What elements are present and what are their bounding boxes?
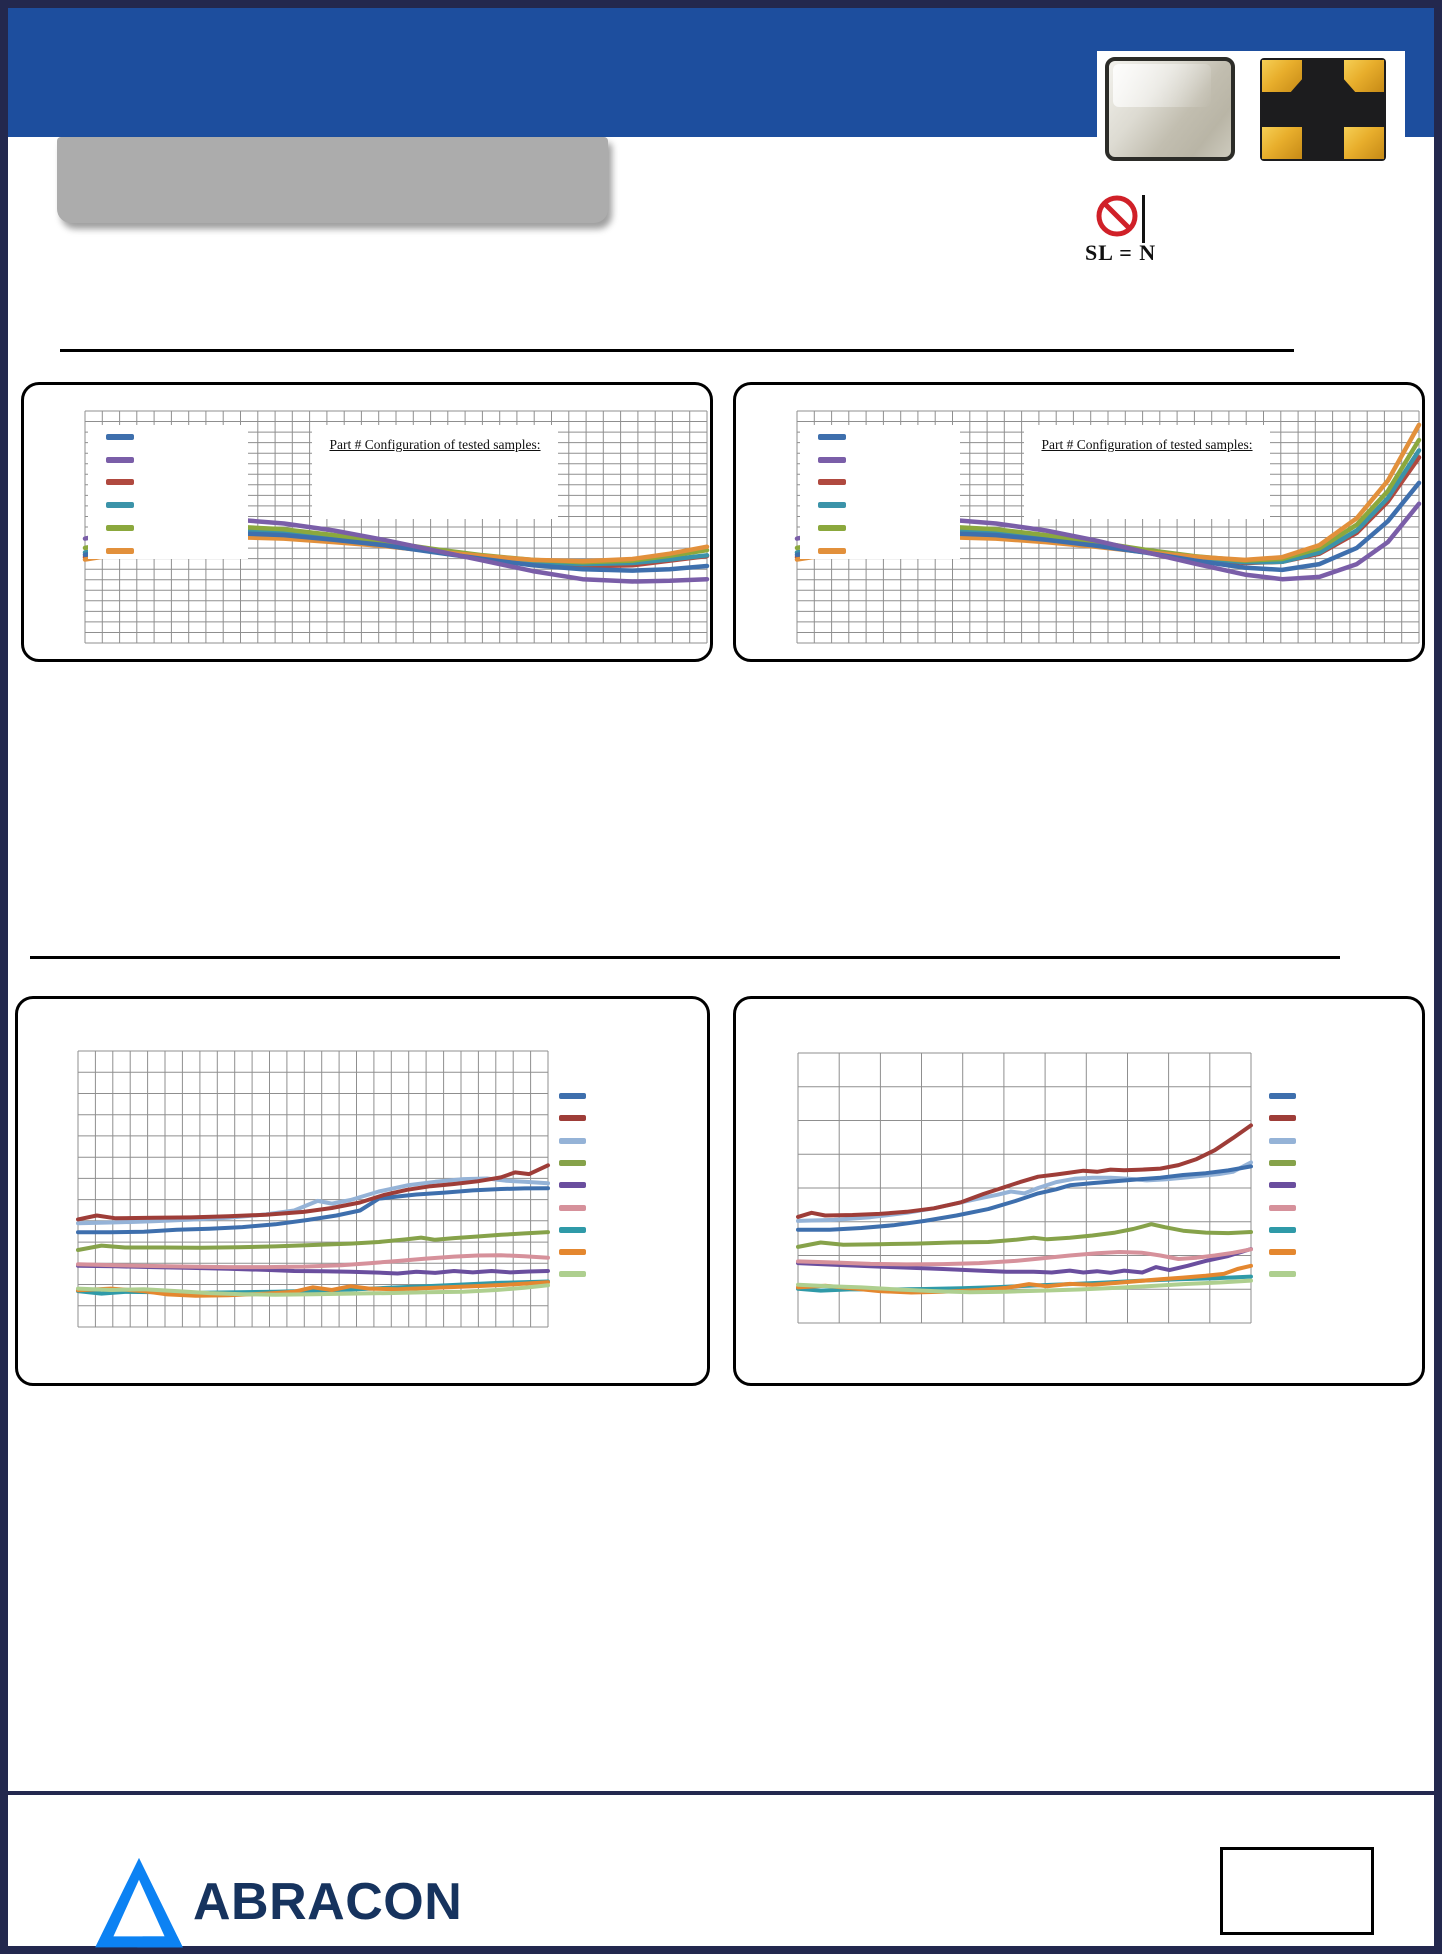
legend-swatch-green	[106, 524, 134, 531]
legend-swatch-orange	[106, 547, 134, 554]
legend-swatch-red	[106, 479, 134, 486]
part-configuration-note-label: Part # Configuration of tested samples:	[1041, 437, 1253, 452]
page-frame-left	[0, 0, 8, 1954]
legend-swatch-teal	[818, 502, 846, 509]
legend-swatch-purple	[106, 456, 134, 463]
footer-divider	[8, 1791, 1434, 1795]
page-frame-right	[1434, 0, 1442, 1954]
part-configuration-note: Part # Configuration of tested samples:	[1024, 425, 1270, 519]
chart-legend	[88, 425, 248, 559]
section-divider-1	[60, 349, 1294, 352]
package-sheen	[1113, 64, 1211, 108]
legend-swatch-red	[818, 479, 846, 486]
package-bottom-view-image	[1260, 58, 1386, 161]
legend-swatch-green	[818, 524, 846, 531]
package-pad	[1344, 60, 1384, 92]
section-divider-2	[30, 956, 1340, 959]
abracon-triangle-icon	[95, 1857, 183, 1948]
legend-swatch-blue	[106, 434, 134, 440]
sl-note-label: SL = N	[1085, 240, 1157, 265]
abracon-logo-text: ABRACON	[193, 1873, 463, 1931]
chart-legend	[800, 425, 960, 559]
title-block	[57, 137, 608, 223]
package-pad	[1344, 127, 1384, 159]
legend-swatch-teal	[106, 502, 134, 509]
page-number-box	[1220, 1847, 1374, 1935]
chart-multi-sample-trend-1	[15, 996, 710, 1386]
legend-swatch-orange	[818, 547, 846, 554]
sl-note-separator	[1142, 195, 1145, 243]
package-pad	[1262, 60, 1302, 92]
no-symbol-icon	[1096, 195, 1138, 237]
page-frame-top	[0, 0, 1442, 8]
legend-swatch-blue	[818, 434, 846, 440]
package-pad	[1262, 127, 1302, 159]
page-frame-bottom	[0, 1946, 1442, 1954]
package-top-view-image	[1105, 57, 1235, 161]
chart-frequency-vs-temperature-2: Part # Configuration of tested samples:	[733, 382, 1425, 662]
chart-multi-sample-trend-2	[733, 996, 1425, 1386]
part-configuration-note: Part # Configuration of tested samples:	[312, 425, 558, 519]
part-configuration-note-label: Part # Configuration of tested samples:	[329, 437, 541, 452]
legend-swatch-purple	[818, 456, 846, 463]
abracon-logo: ABRACON	[93, 1856, 463, 1951]
chart-frequency-vs-temperature-1: Part # Configuration of tested samples:	[21, 382, 713, 662]
